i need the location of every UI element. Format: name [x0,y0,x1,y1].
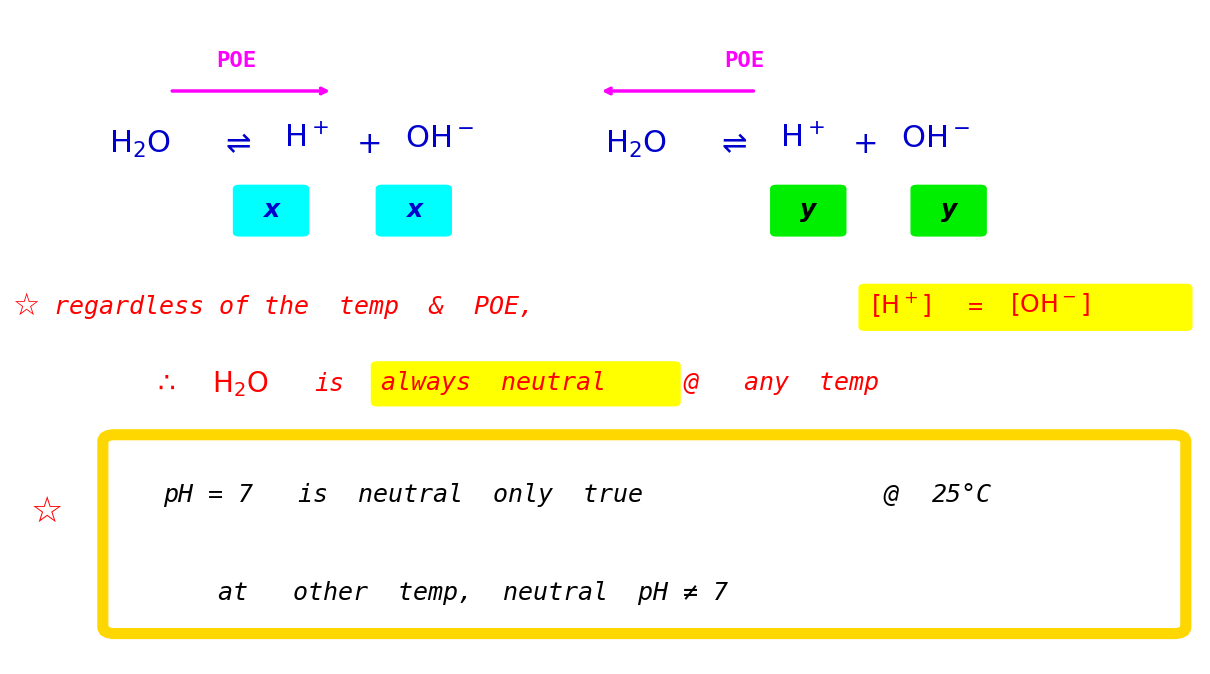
Text: is: is [315,372,345,396]
FancyBboxPatch shape [771,185,846,236]
Text: $\mathsf{H_2O}$: $\mathsf{H_2O}$ [109,129,171,160]
Text: @: @ [684,371,698,395]
Text: always  neutral: always neutral [381,371,606,395]
Text: ☆: ☆ [30,495,63,529]
Text: $\rightleftharpoons$: $\rightleftharpoons$ [716,130,748,160]
Text: $\mathsf{H^+}$: $\mathsf{H^+}$ [780,123,825,153]
Text: $\mathsf{OH^-}$: $\mathsf{OH^-}$ [901,123,970,153]
Text: +: + [852,130,878,160]
Text: ∴: ∴ [157,370,175,398]
Text: $\mathsf{[OH^-]}$: $\mathsf{[OH^-]}$ [1010,291,1090,318]
FancyBboxPatch shape [234,185,309,236]
Text: $\mathsf{H_2O}$: $\mathsf{H_2O}$ [605,129,667,160]
Text: x: x [405,198,422,222]
Text: POE: POE [215,51,257,71]
Text: +: + [356,130,382,160]
Text: x: x [263,198,280,222]
Text: $\rightleftharpoons$: $\rightleftharpoons$ [220,130,252,160]
Text: $\mathsf{OH^-}$: $\mathsf{OH^-}$ [405,123,474,153]
Text: @: @ [883,483,898,508]
Text: y: y [800,198,817,222]
Text: pH = 7   is  neutral  only  true: pH = 7 is neutral only true [163,483,644,508]
Text: regardless of the  temp  &  POE,: regardless of the temp & POE, [54,295,535,319]
Text: $\mathsf{[H^+]}$: $\mathsf{[H^+]}$ [871,290,932,319]
Text: any  temp: any temp [744,371,880,395]
Text: =: = [968,295,983,319]
FancyBboxPatch shape [376,185,451,236]
FancyBboxPatch shape [859,284,1192,330]
Text: 25°C: 25°C [932,483,992,508]
Text: ☆: ☆ [12,292,40,321]
Text: y: y [940,198,957,222]
Text: at   other  temp,  neutral  pH ≠ 7: at other temp, neutral pH ≠ 7 [218,581,727,605]
Text: $\mathsf{H^+}$: $\mathsf{H^+}$ [284,123,329,153]
Text: POE: POE [724,51,765,71]
Text: $\mathsf{H_2O}$: $\mathsf{H_2O}$ [212,369,269,399]
FancyBboxPatch shape [911,185,986,236]
FancyBboxPatch shape [371,362,680,406]
